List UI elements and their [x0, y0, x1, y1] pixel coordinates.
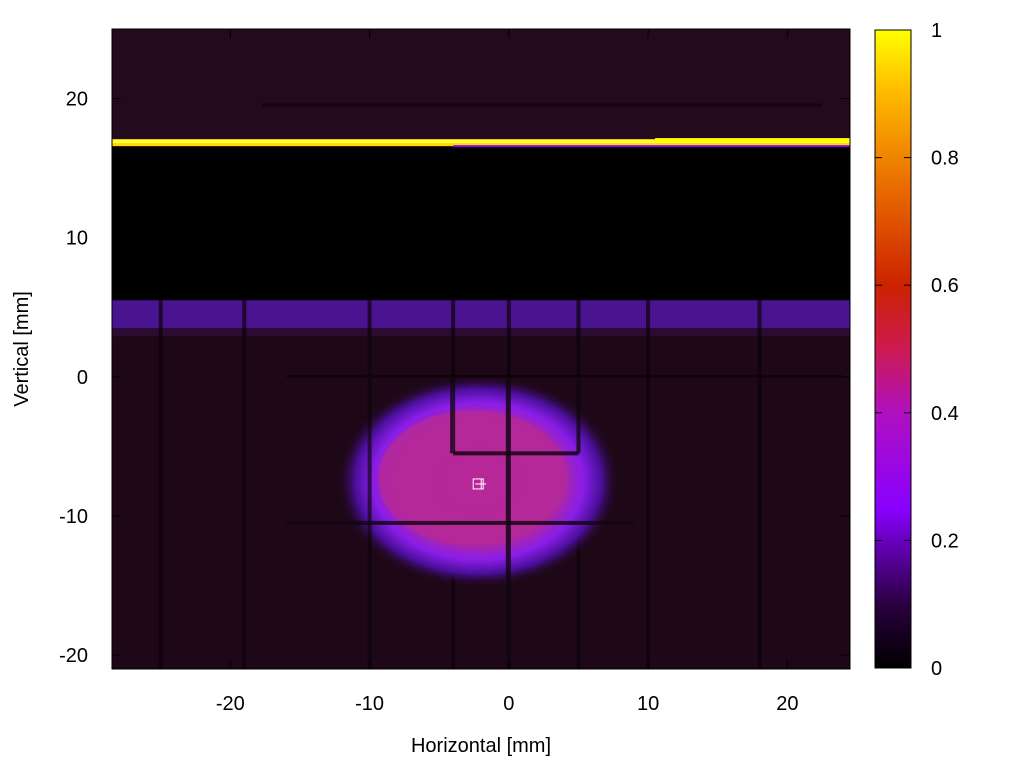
- grid-line-horizontal: [262, 103, 822, 107]
- y-tick-label: 10: [66, 228, 88, 250]
- x-tick-label: 0: [503, 693, 514, 715]
- spot-line-vertical: [450, 376, 456, 454]
- colorbar-tick-label: 0.4: [931, 403, 959, 425]
- plot-frame: [111, 28, 851, 670]
- colorbar-tick-label: 0.2: [931, 530, 959, 552]
- y-tick-label: 20: [66, 89, 88, 111]
- grid-line-vertical: [158, 300, 163, 669]
- grid-line-vertical: [646, 300, 651, 669]
- heatmap-plot-area: [112, 29, 850, 669]
- axes: -20 -10 0 10 20 -20 -10 0 10 20: [59, 29, 850, 715]
- x-axis-label: Horizontal [mm]: [411, 735, 551, 757]
- y-tick-label: -10: [59, 506, 88, 528]
- grid-line-vertical: [757, 300, 762, 669]
- dark-band: [112, 147, 850, 301]
- spot-line-horizontal: [453, 451, 579, 456]
- y-axis-label: Vertical [mm]: [11, 291, 33, 407]
- x-tick-label: -20: [216, 693, 245, 715]
- colorbar-tick-label: 1: [931, 20, 942, 42]
- x-tick-label: -10: [355, 693, 384, 715]
- mid-band-fade: [112, 328, 850, 337]
- colorbar-tick-label: 0.8: [931, 148, 959, 170]
- y-tick-label: -20: [59, 645, 88, 667]
- spot-line-vertical: [576, 376, 581, 454]
- spot-line-horizontal: [286, 520, 635, 525]
- grid-line-horizontal: [286, 374, 844, 378]
- mid-purple-band: [112, 300, 850, 329]
- y-tick-label: 0: [77, 367, 88, 389]
- upper-region: [112, 29, 850, 148]
- bright-strip-edge: [453, 145, 850, 148]
- x-tick-label: 20: [776, 693, 798, 715]
- colorbar-tick-label: 0: [931, 658, 942, 680]
- bright-strip-step: [655, 138, 850, 143]
- colorbar-ticks: 0 0.2 0.4 0.6 0.8 1: [875, 20, 959, 680]
- spot-line-vertical: [367, 328, 372, 669]
- bright-strip-core: [112, 140, 850, 144]
- beam-spot-core: [378, 410, 569, 547]
- grid-line-vertical: [242, 300, 247, 669]
- colorbar: [874, 29, 912, 669]
- colorbar-tick-label: 0.6: [931, 275, 959, 297]
- x-tick-label: 10: [637, 693, 659, 715]
